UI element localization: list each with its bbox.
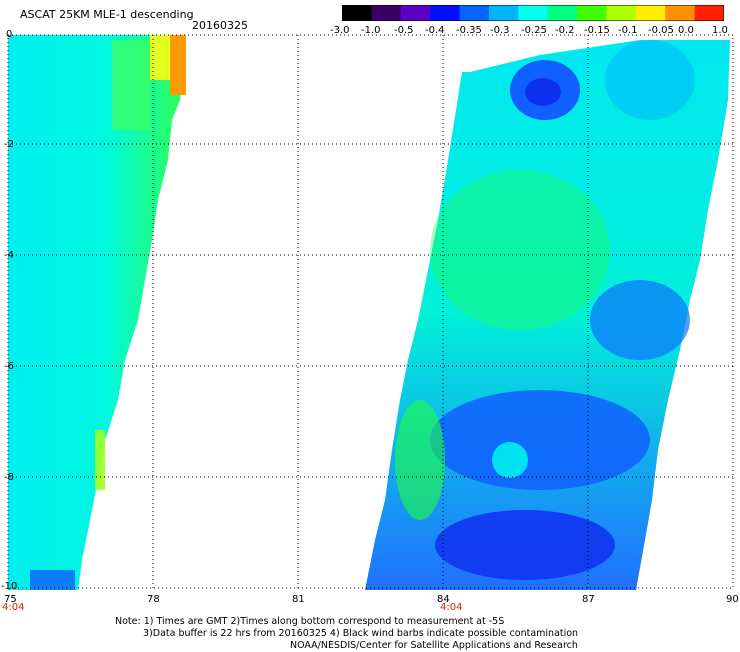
colorbar-tick: -0.3 <box>490 25 510 36</box>
grid <box>8 35 733 588</box>
x-tick-label: 78 <box>147 594 160 605</box>
x-tick-label: 75 <box>4 594 17 605</box>
colorbar-tick: -1.0 <box>361 25 381 36</box>
time-label: 4:04 <box>2 602 24 613</box>
colorbar-tick: -0.05 <box>648 25 674 36</box>
y-tick-label: -2 <box>4 139 14 150</box>
right-swath <box>365 40 730 590</box>
y-tick-label: -8 <box>4 472 14 483</box>
colorbar-tick: -0.25 <box>521 25 547 36</box>
colorbar-cell <box>547 5 578 21</box>
colorbar-cell <box>665 5 696 21</box>
note-line-3: NOAA/NESDIS/Center for Satellite Applica… <box>290 640 578 651</box>
x-tick-label: 87 <box>582 594 595 605</box>
colorbar-cell <box>694 5 724 21</box>
colorbar <box>342 5 724 21</box>
colorbar-cell <box>606 5 637 21</box>
colorbar-labels: -3.0 -1.0 -0.5 -0.4 -0.35 -0.3 -0.25 -0.… <box>320 25 740 39</box>
colorbar-cell <box>371 5 402 21</box>
colorbar-cell <box>518 5 549 21</box>
colorbar-tick: 1.0 <box>712 25 728 36</box>
y-tick-label: 0 <box>6 29 12 40</box>
colorbar-cell <box>635 5 666 21</box>
note-line-2: 3)Data buffer is 22 hrs from 20160325 4)… <box>143 628 579 639</box>
colorbar-cell <box>430 5 461 21</box>
y-tick-label: -6 <box>4 361 14 372</box>
map-title: ASCAT 25KM MLE-1 descending <box>20 8 194 21</box>
colorbar-tick: -0.5 <box>394 25 414 36</box>
note-line-1: Note: 1) Times are GMT 2)Times along bot… <box>115 616 505 627</box>
map-date: 20160325 <box>192 19 248 32</box>
colorbar-cell <box>459 5 490 21</box>
colorbar-tick: -0.15 <box>584 25 610 36</box>
x-tick-label: 90 <box>726 594 739 605</box>
colorbar-tick: -3.0 <box>330 25 350 36</box>
colorbar-tick: -0.1 <box>618 25 638 36</box>
time-label: 4:04 <box>440 602 462 613</box>
x-tick-label: 81 <box>292 594 305 605</box>
x-tick-label: 84 <box>437 594 450 605</box>
colorbar-tick: -0.35 <box>456 25 482 36</box>
left-swath <box>8 35 186 590</box>
colorbar-cell <box>400 5 431 21</box>
colorbar-tick: 0.0 <box>678 25 694 36</box>
colorbar-tick: -0.2 <box>555 25 575 36</box>
hot-spot <box>150 35 170 80</box>
colorbar-cell <box>488 5 519 21</box>
colorbar-cell <box>342 5 372 21</box>
colorbar-tick: -0.4 <box>425 25 445 36</box>
colorbar-cell <box>577 5 607 21</box>
y-tick-label: -4 <box>4 250 14 261</box>
y-tick-label: -10 <box>1 581 17 592</box>
